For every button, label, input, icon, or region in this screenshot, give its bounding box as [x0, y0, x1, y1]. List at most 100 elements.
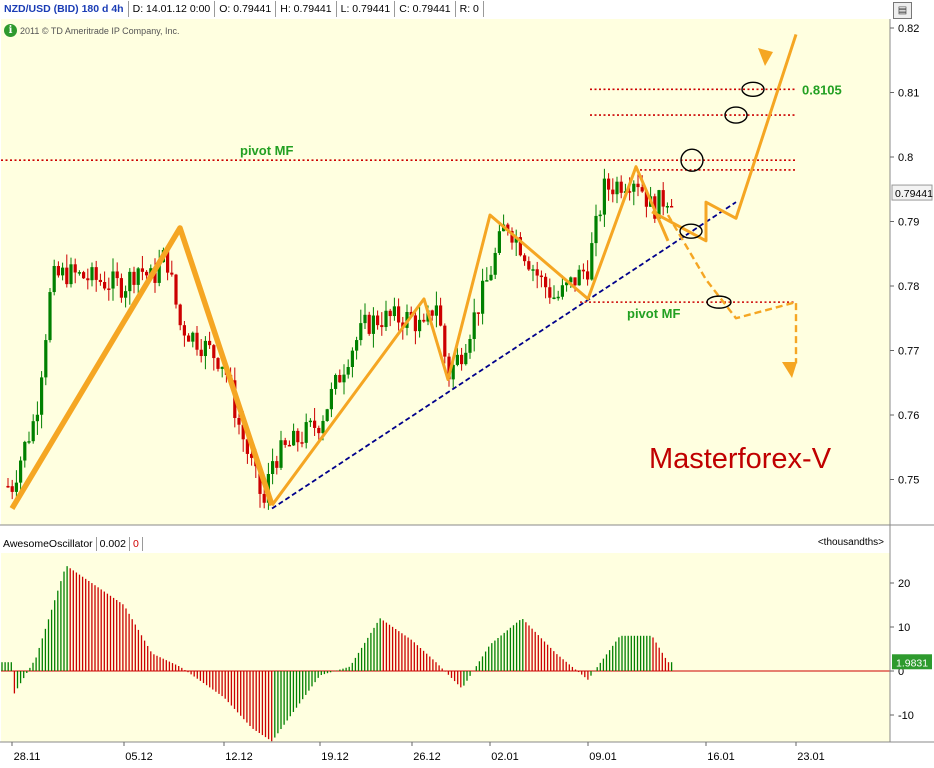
candle-up [598, 214, 602, 217]
osc-last-value-box [892, 654, 932, 670]
candle-down [661, 190, 665, 207]
open-readout: O: 0.79441 [215, 1, 277, 17]
low-readout: L: 0.79441 [337, 1, 396, 17]
candle-up [493, 252, 497, 275]
candle-down [98, 279, 102, 283]
oscillator-name[interactable]: AwesomeOscillator [0, 537, 97, 551]
candle-down [376, 315, 380, 326]
candle-up [497, 231, 501, 253]
candle-up [657, 190, 661, 219]
candle-up [44, 340, 48, 378]
symbol-label[interactable]: NZD/USD (BID) 180 d 4h [0, 1, 129, 17]
candle-down [178, 304, 182, 326]
candle-down [103, 282, 107, 289]
candle-down [10, 486, 14, 492]
zigzag-wave-minor [270, 165, 670, 507]
candle-down [65, 267, 69, 285]
candle-up [77, 272, 81, 274]
oscillator-bars-layer [1, 566, 890, 742]
range-readout: R: 0 [456, 1, 484, 17]
candle-down [539, 275, 543, 278]
candle-down [86, 278, 90, 281]
candle-down [182, 325, 186, 336]
oscillator-value: 0.002 [97, 537, 130, 551]
candle-down [296, 430, 300, 443]
pivot-mf-label-upper: pivot MF [240, 143, 293, 158]
candle-down [619, 181, 623, 193]
candle-down [430, 310, 434, 316]
last-price-box [891, 184, 933, 201]
candle-up [14, 482, 18, 492]
touch-point-circle [680, 148, 704, 172]
candle-down [447, 356, 451, 380]
touch-point-circle [679, 223, 703, 239]
candle-down [443, 325, 447, 357]
pattern-layer [9, 33, 798, 510]
levels-layer: pivot MF pivot MF 0.8105 [1, 82, 842, 321]
price-tick-label: 0.81 [898, 88, 919, 100]
candle-up [451, 364, 455, 380]
candle-down [258, 466, 262, 494]
candle-up [271, 461, 275, 475]
candle-down [174, 274, 178, 305]
candle-down [506, 224, 510, 231]
candle-down [544, 276, 548, 288]
candle-down [518, 237, 522, 256]
candle-down [460, 354, 464, 365]
candle-down [611, 189, 615, 195]
high-readout: H: 0.79441 [276, 1, 337, 17]
date-tick-label: 05.12 [125, 751, 153, 763]
candle-down [388, 310, 392, 317]
date-tick-label: 19.12 [321, 751, 349, 763]
candle-down [313, 420, 317, 428]
candle-up [560, 285, 564, 297]
candle-up [31, 421, 35, 442]
candle-up [304, 422, 308, 443]
target-level-label: 0.8105 [802, 82, 842, 97]
candle-up [346, 367, 350, 375]
candle-up [489, 274, 493, 281]
candle-up [136, 268, 140, 285]
candle-down [212, 345, 216, 359]
candle-up [329, 388, 333, 410]
zigzag-wave-major [9, 225, 275, 510]
candle-down [586, 271, 590, 280]
copyright-text: 2011 © TD Ameritrade IP Company, Inc. [20, 25, 180, 36]
candle-down [670, 206, 674, 208]
candle-down [644, 191, 648, 207]
chart-menu-icon[interactable]: ▤ [893, 2, 912, 19]
candle-up [615, 181, 619, 195]
price-tick-label: 0.8 [898, 152, 913, 164]
last-price-label: 0.79441 [895, 188, 933, 200]
candle-down [250, 453, 254, 458]
date-tick-label: 12.12 [225, 751, 253, 763]
candle-up [292, 430, 296, 446]
candle-up [577, 269, 581, 286]
candle-down [275, 461, 279, 468]
date-tick-label: 28.11 [14, 751, 41, 763]
oscillator-panel [1, 553, 890, 742]
candle-up [52, 266, 56, 293]
candle-down [409, 311, 413, 316]
osc-last-value-label: 1.9831 [896, 657, 928, 669]
candle-up [632, 183, 636, 192]
candle-up [455, 354, 459, 365]
axis-layer: 0.82 0.81 0.8 0.79 0.78 0.77 0.76 0.75 0.79441 20… [0, 19, 934, 763]
candle-up [40, 377, 44, 415]
candle-down [195, 332, 199, 350]
candle-down [170, 272, 174, 275]
candle-down [237, 417, 241, 425]
candle-up [279, 440, 283, 468]
candle-down [82, 272, 86, 279]
candle-down [145, 271, 149, 276]
candle-up [665, 206, 669, 208]
oscillator-header: AwesomeOscillator 0.002 0 [0, 536, 143, 552]
oscillator-zero: 0 [130, 537, 143, 551]
candle-down [338, 375, 342, 383]
candle-down [283, 440, 287, 445]
candle-down [107, 288, 111, 290]
candle-up [464, 352, 468, 365]
candle-up [531, 269, 535, 271]
info-icon[interactable]: i [4, 24, 17, 37]
